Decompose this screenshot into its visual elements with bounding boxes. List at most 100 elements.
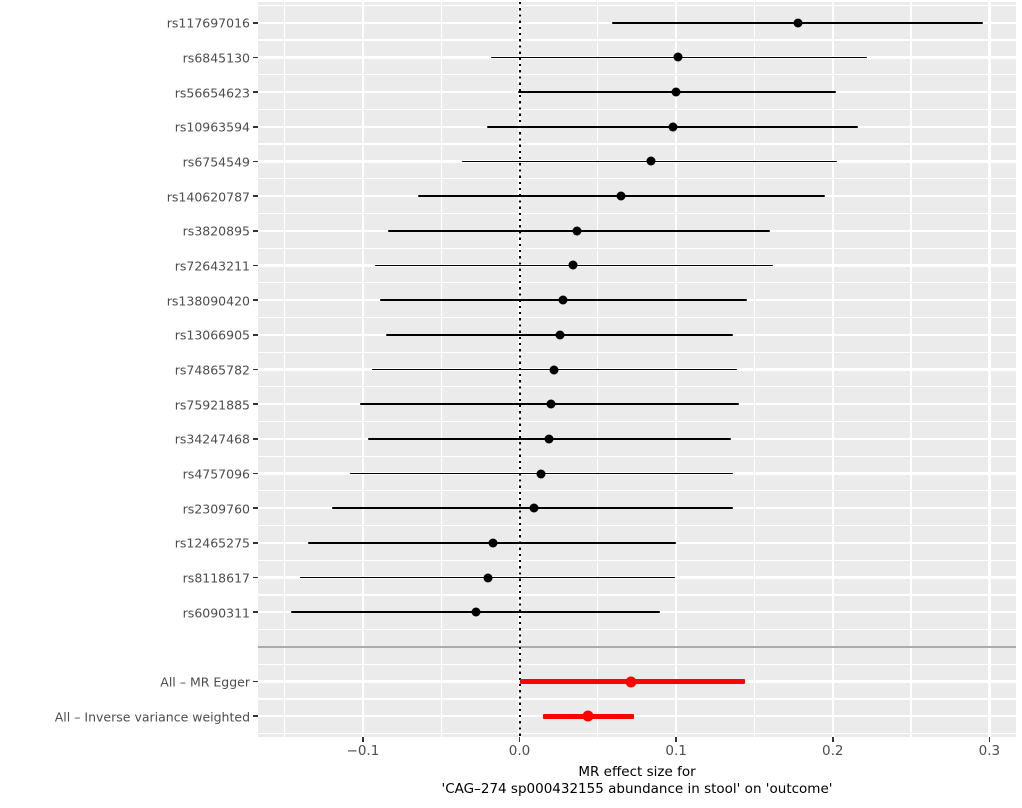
y-axis-label: rs10963594	[174, 119, 250, 135]
y-axis-label: rs138090420	[166, 293, 250, 309]
point-estimate	[582, 710, 594, 722]
point-estimate	[568, 260, 578, 270]
h-gridline-minor	[258, 282, 1016, 284]
point-estimate	[488, 538, 498, 548]
y-axis-label: rs6845130	[182, 50, 250, 66]
point-estimate	[544, 434, 554, 444]
y-axis-tick	[252, 126, 258, 128]
y-axis-label: rs74865782	[174, 362, 250, 378]
x-axis-tick	[832, 737, 834, 742]
h-gridline-minor	[258, 490, 1016, 492]
y-axis-tick	[252, 91, 258, 93]
y-axis-tick	[252, 680, 258, 683]
point-estimate	[483, 573, 493, 583]
h-gridline-minor	[258, 108, 1016, 111]
y-axis-label: rs75921885	[174, 397, 250, 413]
point-estimate	[616, 191, 626, 201]
x-axis-title: MR effect size for 'CAG–274 sp000432155 …	[258, 764, 1016, 798]
h-gridline-minor	[258, 143, 1016, 145]
point-estimate	[555, 330, 565, 340]
y-axis-label: All – MR Egger	[160, 674, 250, 690]
y-axis-tick	[252, 230, 258, 232]
x-axis-title-line-1: MR effect size for	[578, 764, 696, 780]
x-axis-tick-label: 0.2	[822, 743, 844, 759]
point-estimate	[793, 18, 803, 28]
y-axis-label: rs2309760	[182, 501, 250, 517]
point-estimate	[646, 156, 656, 166]
x-axis-title-line-2: 'CAG–274 sp000432155 abundance in stool'…	[441, 781, 833, 797]
point-estimate	[558, 295, 568, 305]
x-axis-tick-label: 0.1	[665, 743, 687, 759]
y-axis-tick	[252, 56, 258, 59]
x-axis-tick	[362, 737, 364, 742]
point-estimate	[529, 503, 539, 513]
h-gridline-minor	[258, 663, 1016, 665]
h-gridline-minor	[258, 4, 1016, 7]
h-gridline-minor	[258, 628, 1016, 631]
v-gridline-major	[988, 2, 991, 737]
h-gridline-minor	[258, 524, 1016, 527]
y-axis-tick	[252, 195, 258, 197]
h-gridline-minor	[258, 351, 1016, 353]
y-axis-tick	[252, 542, 258, 544]
y-axis-tick	[252, 368, 258, 371]
h-gridline-minor	[258, 698, 1016, 700]
point-estimate	[671, 87, 681, 97]
h-gridline-minor	[258, 732, 1016, 735]
y-axis-tick	[252, 264, 258, 267]
y-axis-label: rs6090311	[182, 605, 250, 621]
y-axis-label: rs4757096	[182, 466, 250, 482]
h-gridline-minor	[258, 178, 1016, 180]
h-gridline-minor	[258, 247, 1016, 249]
h-gridline-minor	[258, 212, 1016, 215]
y-axis-tick	[252, 715, 258, 717]
h-gridline-minor	[258, 386, 1016, 388]
y-axis-label: rs13066905	[174, 327, 250, 343]
v-gridline-major	[831, 2, 834, 737]
x-axis-tick	[988, 737, 991, 742]
v-gridline-minor	[753, 2, 756, 737]
y-axis-tick	[252, 299, 258, 301]
y-axis-tick	[252, 576, 258, 579]
y-axis-tick	[252, 160, 258, 163]
x-axis-tick	[518, 737, 521, 742]
y-axis-label: rs140620787	[166, 189, 250, 205]
y-axis-label: rs12465275	[174, 535, 250, 551]
y-axis-tick	[252, 507, 258, 509]
point-estimate	[668, 122, 678, 132]
y-axis-label: rs3820895	[182, 223, 250, 239]
y-axis-label: rs6754549	[182, 154, 250, 170]
point-estimate	[536, 469, 546, 478]
y-axis-tick	[252, 334, 258, 336]
h-gridline-minor	[258, 559, 1016, 561]
point-estimate	[625, 676, 637, 688]
y-axis-label: All – Inverse variance weighted	[54, 709, 250, 725]
h-gridline-minor	[258, 455, 1016, 457]
h-gridline-minor	[258, 316, 1016, 319]
point-estimate	[546, 399, 556, 409]
y-axis-tick	[252, 438, 258, 440]
h-gridline-minor	[258, 594, 1016, 596]
h-gridline-minor	[258, 420, 1016, 423]
separator-line	[258, 645, 1016, 648]
h-gridline-minor	[258, 39, 1016, 41]
plot-panel	[258, 2, 1016, 737]
y-axis-tick	[252, 611, 258, 613]
v-gridline-major	[361, 2, 365, 737]
point-estimate	[673, 52, 683, 62]
point-estimate	[549, 365, 559, 374]
x-axis-tick-label: −0.1	[346, 743, 380, 759]
x-axis-tick-label: 0.3	[978, 743, 1001, 759]
x-axis-tick	[675, 737, 677, 742]
y-axis-tick	[252, 472, 258, 475]
y-axis-label: rs72643211	[174, 258, 250, 274]
y-axis-label: rs8118617	[182, 570, 250, 586]
y-axis-label: rs117697016	[166, 15, 250, 31]
y-axis-label: rs56654623	[174, 85, 250, 101]
x-axis-tick-label: 0.0	[508, 743, 531, 759]
point-estimate	[471, 607, 481, 617]
v-gridline-minor	[910, 2, 912, 737]
h-gridline-minor	[258, 74, 1016, 76]
v-gridline-minor	[283, 2, 286, 737]
